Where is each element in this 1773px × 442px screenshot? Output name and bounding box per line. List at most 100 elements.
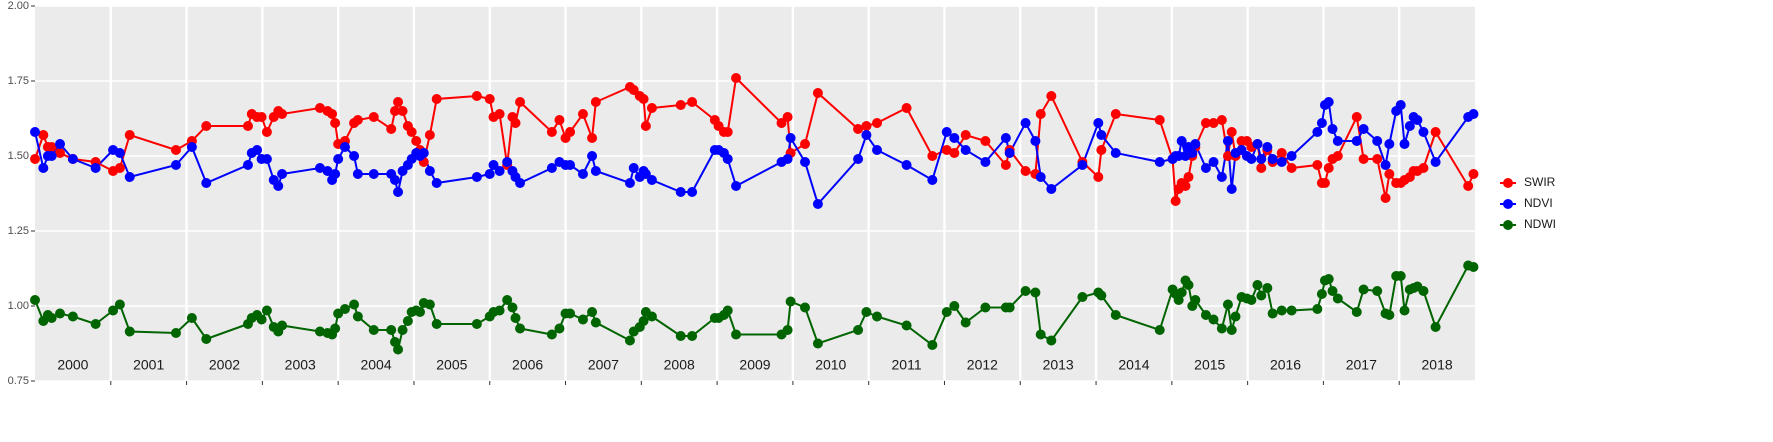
data-point bbox=[330, 323, 341, 334]
data-point bbox=[1176, 136, 1187, 146]
data-point bbox=[1312, 304, 1323, 314]
data-point bbox=[1173, 295, 1184, 305]
data-point bbox=[949, 133, 960, 143]
data-point bbox=[1319, 178, 1330, 188]
data-point bbox=[1312, 160, 1323, 170]
data-point bbox=[1468, 262, 1479, 272]
data-point bbox=[124, 130, 135, 140]
data-point bbox=[1384, 310, 1395, 320]
data-point bbox=[424, 166, 435, 176]
year-label: 2016 bbox=[1270, 357, 1301, 373]
data-point bbox=[1463, 181, 1474, 191]
data-point bbox=[471, 319, 482, 329]
data-point bbox=[386, 124, 397, 134]
data-point bbox=[411, 136, 422, 146]
data-point bbox=[1208, 157, 1219, 167]
year-label: 2015 bbox=[1194, 357, 1225, 373]
data-point bbox=[1096, 145, 1107, 155]
data-point bbox=[872, 145, 883, 155]
data-point bbox=[1267, 308, 1278, 319]
data-point bbox=[1222, 151, 1233, 161]
data-point bbox=[515, 323, 526, 334]
data-point bbox=[510, 118, 521, 128]
data-point bbox=[980, 302, 991, 313]
data-point bbox=[1030, 287, 1041, 298]
data-point bbox=[1154, 325, 1165, 335]
data-point bbox=[349, 299, 360, 310]
data-point bbox=[853, 154, 864, 164]
data-point bbox=[1399, 305, 1410, 316]
data-point bbox=[782, 112, 793, 122]
data-point bbox=[393, 344, 404, 355]
data-point bbox=[1380, 193, 1391, 203]
data-point bbox=[1077, 160, 1088, 170]
data-point bbox=[386, 325, 397, 335]
y-tick-label: 1.00 bbox=[8, 300, 29, 312]
year-label: 2013 bbox=[1043, 357, 1074, 373]
year-label: 2004 bbox=[360, 357, 391, 373]
data-point bbox=[722, 305, 733, 316]
data-point bbox=[675, 331, 686, 341]
data-point bbox=[590, 317, 601, 328]
data-point bbox=[800, 302, 811, 313]
data-point bbox=[1200, 163, 1211, 173]
data-point bbox=[277, 320, 288, 331]
data-point bbox=[1183, 280, 1194, 290]
data-point bbox=[587, 151, 598, 161]
data-point bbox=[590, 97, 601, 107]
data-point bbox=[861, 130, 872, 140]
data-point bbox=[1216, 323, 1227, 334]
data-point bbox=[1395, 100, 1406, 110]
data-point bbox=[675, 187, 686, 197]
data-point bbox=[960, 145, 971, 155]
data-point bbox=[273, 181, 284, 191]
data-point bbox=[424, 299, 435, 310]
data-point bbox=[949, 301, 960, 311]
data-point bbox=[30, 127, 40, 137]
data-point bbox=[1020, 166, 1031, 176]
data-point bbox=[901, 320, 912, 331]
data-point bbox=[1351, 307, 1362, 317]
data-point bbox=[565, 127, 576, 137]
data-point bbox=[941, 307, 952, 317]
data-point bbox=[554, 115, 565, 125]
data-point bbox=[1183, 172, 1194, 182]
data-point bbox=[1110, 310, 1121, 320]
data-point bbox=[1096, 130, 1107, 140]
legend-label: NDWI bbox=[1524, 217, 1556, 231]
data-point bbox=[1226, 325, 1237, 335]
data-point bbox=[927, 340, 938, 350]
data-point bbox=[390, 175, 400, 185]
data-point bbox=[333, 154, 344, 164]
legend-label: SWIR bbox=[1524, 175, 1556, 189]
data-point bbox=[90, 163, 101, 173]
data-point bbox=[471, 172, 482, 182]
y-tick-label: 1.50 bbox=[8, 150, 29, 162]
year-label: 2009 bbox=[739, 357, 770, 373]
year-label: 2003 bbox=[285, 357, 316, 373]
data-point bbox=[1046, 91, 1057, 101]
data-point bbox=[261, 305, 272, 316]
data-point bbox=[256, 112, 267, 122]
data-point bbox=[55, 148, 66, 158]
data-point bbox=[638, 94, 649, 104]
data-point bbox=[90, 319, 101, 329]
data-point bbox=[397, 106, 408, 116]
data-point bbox=[1176, 287, 1187, 298]
data-point bbox=[327, 109, 338, 119]
data-point bbox=[1200, 118, 1211, 128]
data-point bbox=[415, 307, 426, 317]
data-point bbox=[731, 73, 742, 83]
data-point bbox=[1384, 169, 1395, 179]
data-point bbox=[687, 331, 698, 341]
data-point bbox=[687, 187, 698, 197]
year-label: 2017 bbox=[1346, 357, 1377, 373]
data-point bbox=[368, 325, 379, 335]
data-point bbox=[1200, 310, 1211, 320]
data-point bbox=[960, 130, 971, 140]
data-point bbox=[1358, 284, 1369, 295]
data-point bbox=[812, 88, 823, 98]
data-point bbox=[1093, 172, 1104, 182]
data-point bbox=[1312, 127, 1323, 137]
data-point bbox=[577, 314, 588, 325]
